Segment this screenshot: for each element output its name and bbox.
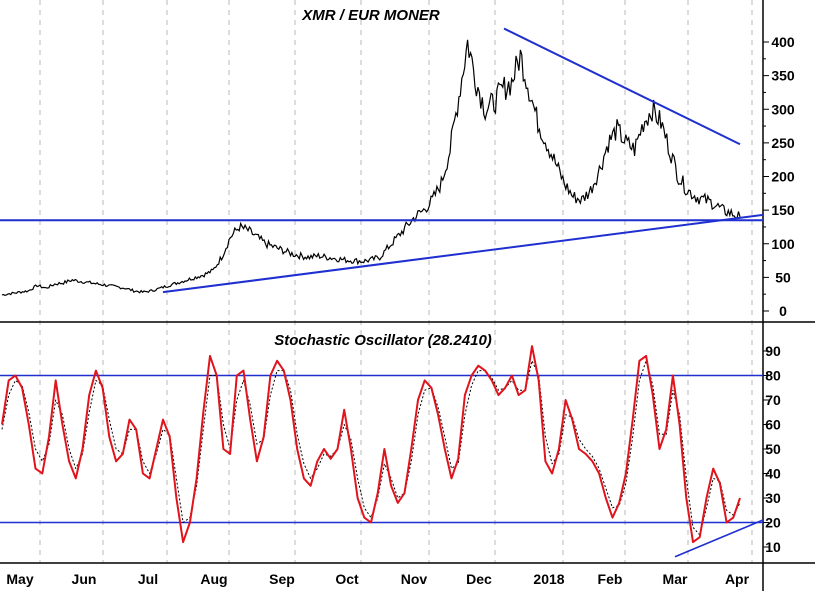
y-tick-label: 20 [765,515,781,531]
y-tick-label: 80 [765,368,781,384]
y-tick-label: 90 [765,343,781,359]
resistance-trendline [503,27,741,146]
x-month-label: 2018 [533,571,564,587]
x-month-label: Oct [335,571,359,587]
price-panel [0,27,764,297]
x-month-label: May [6,571,33,587]
axes: 0 50 100 150 200 250 300 350 400 10 20 30 40 50 60 70 80… [6,34,795,587]
y-tick-label: 60 [765,417,781,433]
y-tick-label: 50 [775,269,791,285]
y-tick-label: 100 [771,236,795,252]
stochastic-panel [0,345,764,558]
x-month-label: Sep [269,571,295,587]
y-tick-label: 350 [771,68,795,84]
grid-lines [39,0,753,563]
stochastic-line [1,345,741,544]
x-month-label: Aug [200,571,227,587]
x-month-label: Dec [466,571,492,587]
y-tick-label: 300 [771,101,795,117]
support-trendline [162,213,764,294]
x-month-label: Mar [663,571,688,587]
y-tick-label: 150 [771,202,795,218]
y-tick-label: 70 [765,392,781,408]
x-month-label: Feb [598,571,623,587]
oscillator-title: Stochastic Oscillator (28.2410) [274,332,492,349]
y-tick-label: 0 [779,303,787,319]
oscillator-trendline [674,519,764,558]
chart-title: XMR / EUR MONER [301,7,440,24]
y-tick-label: 200 [771,169,795,185]
y-tick-label: 10 [765,539,781,555]
price-series-line [1,39,741,297]
y-tick-label: 400 [771,34,795,50]
x-month-label: Apr [725,571,750,587]
x-month-label: Jul [138,571,158,587]
y-tick-label: 50 [765,441,781,457]
y-tick-label: 40 [765,466,781,482]
x-month-label: Jun [72,571,97,587]
x-month-label: Nov [401,571,428,587]
y-tick-label: 30 [765,490,781,506]
y-tick-label: 250 [771,135,795,151]
